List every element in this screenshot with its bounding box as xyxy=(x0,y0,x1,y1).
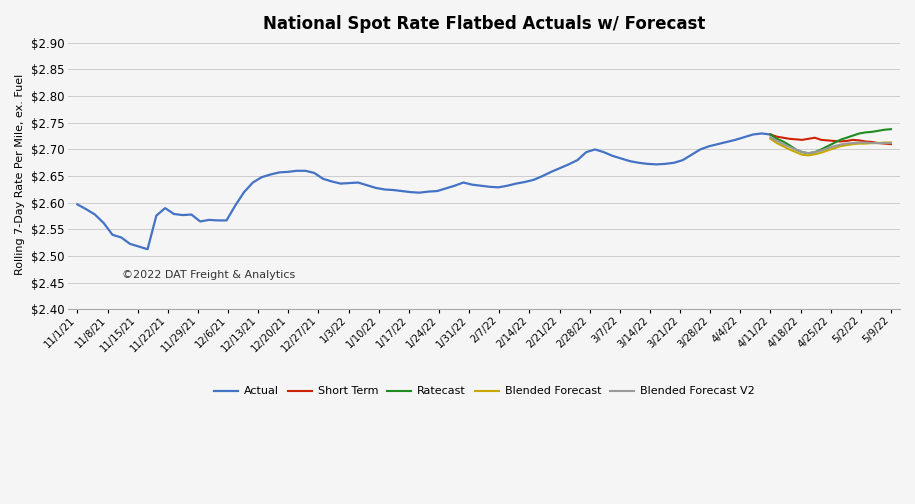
Text: ©2022 DAT Freight & Analytics: ©2022 DAT Freight & Analytics xyxy=(123,270,296,280)
Ratecast xyxy=(765,132,776,138)
Blended Forecast xyxy=(873,140,884,146)
Actual xyxy=(765,132,776,138)
Blended Forecast xyxy=(886,140,897,146)
Blended Forecast V2 xyxy=(803,150,814,156)
Blended Forecast V2 xyxy=(765,134,776,140)
Ratecast xyxy=(791,147,802,153)
Title: National Spot Rate Flatbed Actuals w/ Forecast: National Spot Rate Flatbed Actuals w/ Fo… xyxy=(263,15,705,33)
Short Term xyxy=(771,134,782,140)
Blended Forecast V2 xyxy=(791,147,802,153)
Ratecast xyxy=(822,143,833,149)
Blended Forecast V2 xyxy=(828,143,839,149)
Blended Forecast xyxy=(778,143,789,149)
Blended Forecast xyxy=(815,150,826,156)
Short Term xyxy=(765,132,776,138)
Blended Forecast V2 xyxy=(854,140,865,146)
Short Term xyxy=(828,138,839,144)
Blended Forecast V2 xyxy=(822,145,833,151)
Blended Forecast V2 xyxy=(815,148,826,154)
Ratecast xyxy=(873,128,884,134)
Blended Forecast xyxy=(867,140,877,146)
Ratecast xyxy=(797,149,808,155)
Blended Forecast xyxy=(803,152,814,158)
Short Term xyxy=(822,138,833,144)
Actual xyxy=(554,165,565,171)
Short Term xyxy=(784,136,795,142)
Short Term xyxy=(841,138,852,144)
Ratecast xyxy=(828,140,839,146)
Short Term xyxy=(873,140,884,146)
Blended Forecast xyxy=(841,142,852,148)
Short Term xyxy=(879,141,890,147)
Actual xyxy=(493,184,504,191)
Blended Forecast xyxy=(879,140,890,146)
Actual xyxy=(388,187,399,193)
Actual xyxy=(501,183,512,189)
Ratecast xyxy=(847,133,858,139)
Blended Forecast xyxy=(797,152,808,158)
Line: Short Term: Short Term xyxy=(770,135,891,144)
Short Term xyxy=(810,135,821,141)
Legend: Actual, Short Term, Ratecast, Blended Forecast, Blended Forecast V2: Actual, Short Term, Ratecast, Blended Fo… xyxy=(210,382,759,401)
Actual xyxy=(528,177,539,183)
Ratecast xyxy=(841,135,852,141)
Blended Forecast xyxy=(860,141,871,147)
Blended Forecast V2 xyxy=(873,140,884,146)
Blended Forecast V2 xyxy=(886,140,897,146)
Blended Forecast xyxy=(828,145,839,151)
Short Term xyxy=(854,138,865,144)
Ratecast xyxy=(879,127,890,133)
Blended Forecast V2 xyxy=(810,149,821,155)
Short Term xyxy=(834,139,845,145)
Blended Forecast V2 xyxy=(860,140,871,146)
Short Term xyxy=(815,137,826,143)
Actual xyxy=(756,131,767,137)
Blended Forecast xyxy=(765,136,776,142)
Short Term xyxy=(886,141,897,147)
Short Term xyxy=(847,137,858,143)
Blended Forecast V2 xyxy=(879,140,890,146)
Line: Blended Forecast V2: Blended Forecast V2 xyxy=(770,137,891,153)
Blended Forecast xyxy=(834,143,845,149)
Blended Forecast xyxy=(771,140,782,146)
Blended Forecast V2 xyxy=(841,141,852,147)
Ratecast xyxy=(784,142,795,148)
Blended Forecast xyxy=(847,141,858,147)
Ratecast xyxy=(834,137,845,143)
Ratecast xyxy=(810,149,821,155)
Blended Forecast V2 xyxy=(834,142,845,148)
Blended Forecast V2 xyxy=(784,144,795,150)
Ratecast xyxy=(860,130,871,136)
Blended Forecast xyxy=(784,147,795,153)
Blended Forecast V2 xyxy=(847,140,858,146)
Ratecast xyxy=(771,136,782,142)
Ratecast xyxy=(886,126,897,132)
Short Term xyxy=(803,136,814,142)
Blended Forecast xyxy=(822,148,833,154)
Blended Forecast xyxy=(854,141,865,147)
Actual xyxy=(72,202,83,208)
Short Term xyxy=(867,139,877,145)
Blended Forecast V2 xyxy=(778,141,789,147)
Blended Forecast xyxy=(791,149,802,155)
Ratecast xyxy=(778,139,789,145)
Ratecast xyxy=(854,131,865,137)
Blended Forecast V2 xyxy=(797,149,808,155)
Ratecast xyxy=(867,129,877,135)
Short Term xyxy=(860,139,871,145)
Ratecast xyxy=(803,150,814,156)
Actual xyxy=(142,246,153,252)
Line: Blended Forecast: Blended Forecast xyxy=(770,139,891,155)
Short Term xyxy=(797,137,808,143)
Line: Actual: Actual xyxy=(78,134,770,249)
Short Term xyxy=(791,136,802,142)
Blended Forecast xyxy=(810,151,821,157)
Short Term xyxy=(778,135,789,141)
Actual xyxy=(694,147,705,153)
Ratecast xyxy=(815,147,826,153)
Line: Ratecast: Ratecast xyxy=(770,129,891,153)
Blended Forecast V2 xyxy=(771,138,782,144)
Y-axis label: Rolling 7-Day Rate Per Mile, ex. Fuel: Rolling 7-Day Rate Per Mile, ex. Fuel xyxy=(15,74,25,275)
Blended Forecast V2 xyxy=(867,140,877,146)
